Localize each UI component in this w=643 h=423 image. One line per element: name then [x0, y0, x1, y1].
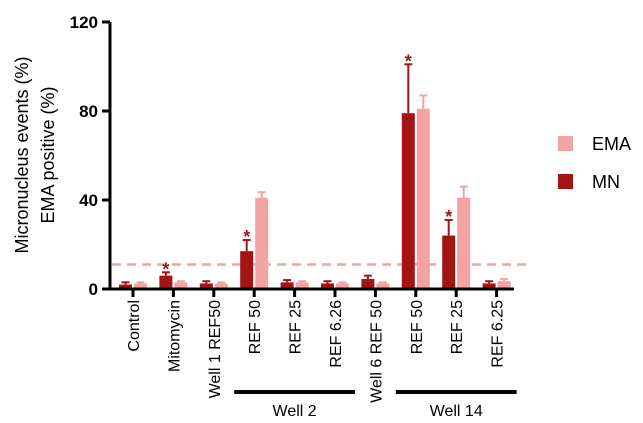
bar-ema	[134, 283, 147, 289]
significance-star: *	[162, 259, 169, 279]
x-tick-label: REF 50	[247, 300, 264, 354]
x-tick-label: REF 6.25	[490, 300, 507, 368]
significance-star: *	[405, 51, 412, 71]
bar-ema	[295, 282, 309, 289]
bars: * * * *	[119, 51, 511, 290]
legend: EMA MN	[558, 134, 631, 192]
bar-ema	[416, 108, 430, 290]
bar-ema	[214, 283, 228, 289]
y-tick-label: 120	[70, 13, 98, 32]
y-axis: 0 40 80 120	[70, 13, 112, 299]
bar-ema	[497, 281, 511, 289]
legend-label: MN	[592, 172, 620, 192]
x-tick-label: REF 25	[288, 300, 305, 354]
bar-ema	[457, 197, 471, 289]
bar-ema	[174, 282, 188, 289]
y-tick-label: 80	[79, 102, 98, 121]
bar-mn	[321, 283, 334, 289]
bar-ema	[255, 197, 269, 289]
x-tick-label: Well 6 REF 50	[368, 300, 385, 403]
bar-mn	[159, 275, 173, 289]
bar-mn	[361, 278, 375, 289]
group-label: Well 14	[430, 403, 483, 420]
legend-label: EMA	[592, 134, 631, 154]
bar-mn	[240, 251, 254, 289]
x-tick-label: REF 50	[409, 300, 426, 354]
y-axis-title-line: EMA positive (%)	[38, 86, 58, 223]
group-label: Well 2	[273, 403, 317, 420]
y-axis-title: Micronucleus events (%) EMA positive (%)	[12, 56, 58, 253]
legend-swatch-ema	[558, 136, 573, 151]
bar-mn	[401, 113, 415, 289]
bar-mn	[119, 284, 132, 289]
bar-ema	[376, 283, 390, 289]
bar-mn	[482, 283, 496, 289]
x-tick-label: Well 1 REF50	[207, 300, 224, 399]
y-tick-label: 0	[89, 280, 98, 299]
bar-mn	[442, 235, 456, 289]
bar-mn	[280, 282, 294, 289]
x-tick-label: Control	[126, 300, 143, 352]
x-tick-label: Mitomycin	[166, 300, 183, 372]
significance-star: *	[243, 227, 250, 247]
y-axis-title-line: Micronucleus events (%)	[12, 56, 32, 253]
x-tick-label: REF 6.26	[328, 300, 345, 368]
legend-swatch-mn	[558, 174, 573, 189]
bar-mn	[199, 283, 213, 289]
x-axis: Control Mitomycin Well 1 REF50 REF 50 REF 25…	[109, 287, 514, 403]
x-tick-label: REF 25	[449, 300, 466, 354]
bar-ema	[336, 283, 349, 289]
category-groups: Well 2 Well 14	[234, 390, 517, 420]
y-tick-label: 40	[79, 191, 98, 210]
significance-star: *	[445, 207, 452, 227]
